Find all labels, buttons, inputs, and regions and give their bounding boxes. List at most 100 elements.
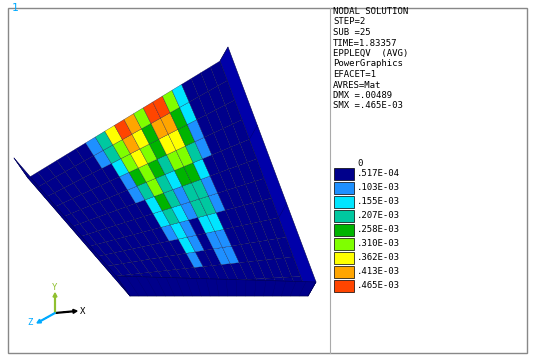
- Polygon shape: [130, 149, 148, 168]
- FancyArrow shape: [53, 293, 57, 313]
- Polygon shape: [151, 118, 168, 139]
- Polygon shape: [248, 261, 265, 279]
- Polygon shape: [106, 239, 124, 253]
- Polygon shape: [212, 265, 229, 281]
- Bar: [334, 196, 354, 208]
- Bar: [334, 238, 354, 250]
- Polygon shape: [128, 186, 145, 203]
- Polygon shape: [124, 114, 141, 134]
- Polygon shape: [91, 186, 109, 202]
- Polygon shape: [84, 156, 102, 173]
- Polygon shape: [143, 102, 161, 123]
- Polygon shape: [114, 251, 132, 264]
- Text: .155E-03: .155E-03: [357, 197, 400, 206]
- Polygon shape: [265, 278, 281, 296]
- Text: EFACET=1: EFACET=1: [333, 70, 376, 79]
- Polygon shape: [122, 134, 140, 154]
- Polygon shape: [244, 203, 260, 223]
- Text: .310E-03: .310E-03: [357, 239, 400, 248]
- Polygon shape: [191, 73, 208, 97]
- Polygon shape: [157, 155, 175, 174]
- Text: .103E-03: .103E-03: [357, 183, 400, 192]
- Polygon shape: [82, 190, 99, 206]
- Polygon shape: [204, 133, 221, 155]
- Polygon shape: [54, 203, 71, 217]
- Polygon shape: [187, 119, 204, 142]
- Polygon shape: [227, 187, 244, 208]
- Polygon shape: [149, 139, 166, 159]
- Polygon shape: [193, 159, 210, 179]
- Text: TIME=1.83357: TIME=1.83357: [333, 39, 397, 48]
- Polygon shape: [150, 258, 167, 271]
- Polygon shape: [262, 198, 279, 219]
- Polygon shape: [113, 264, 131, 275]
- Bar: [334, 210, 354, 222]
- Polygon shape: [177, 253, 194, 269]
- Polygon shape: [245, 182, 262, 203]
- Bar: [334, 252, 354, 264]
- Polygon shape: [178, 237, 195, 253]
- Text: PowerGraphics: PowerGraphics: [333, 60, 403, 69]
- Polygon shape: [136, 200, 153, 217]
- Polygon shape: [175, 167, 192, 186]
- Polygon shape: [161, 225, 178, 241]
- Polygon shape: [165, 170, 182, 190]
- Polygon shape: [159, 256, 176, 270]
- Polygon shape: [94, 150, 111, 169]
- Polygon shape: [89, 217, 107, 231]
- Polygon shape: [45, 193, 63, 208]
- Polygon shape: [208, 86, 225, 110]
- Polygon shape: [204, 249, 221, 266]
- Polygon shape: [88, 244, 105, 257]
- Polygon shape: [121, 286, 139, 296]
- Polygon shape: [176, 146, 193, 167]
- Polygon shape: [143, 230, 160, 245]
- Polygon shape: [125, 219, 143, 235]
- Polygon shape: [221, 147, 238, 169]
- Polygon shape: [179, 220, 197, 237]
- Polygon shape: [275, 258, 292, 277]
- Polygon shape: [253, 200, 270, 222]
- Polygon shape: [230, 143, 248, 166]
- Polygon shape: [198, 215, 215, 233]
- Polygon shape: [248, 159, 264, 182]
- Polygon shape: [184, 282, 201, 296]
- Polygon shape: [105, 265, 122, 276]
- Polygon shape: [137, 182, 154, 200]
- Polygon shape: [162, 90, 179, 113]
- Polygon shape: [168, 255, 185, 270]
- Polygon shape: [110, 177, 128, 194]
- Polygon shape: [56, 172, 74, 188]
- Polygon shape: [154, 193, 171, 211]
- Text: STEP=2: STEP=2: [333, 17, 365, 26]
- Polygon shape: [213, 248, 230, 265]
- Bar: [334, 182, 354, 194]
- Polygon shape: [99, 198, 117, 213]
- Polygon shape: [199, 196, 216, 215]
- Polygon shape: [168, 129, 185, 151]
- Polygon shape: [129, 168, 146, 186]
- Polygon shape: [134, 108, 151, 129]
- Polygon shape: [103, 145, 121, 164]
- FancyArrow shape: [55, 309, 77, 313]
- Polygon shape: [92, 169, 110, 186]
- Polygon shape: [192, 179, 208, 199]
- Polygon shape: [179, 102, 197, 125]
- Polygon shape: [139, 164, 156, 182]
- Text: DMX =.00489: DMX =.00489: [333, 91, 392, 100]
- Polygon shape: [224, 227, 241, 246]
- Text: .465E-03: .465E-03: [357, 282, 400, 291]
- Polygon shape: [188, 218, 206, 235]
- Polygon shape: [212, 151, 229, 173]
- Polygon shape: [214, 129, 230, 151]
- Polygon shape: [167, 270, 184, 283]
- Polygon shape: [131, 273, 148, 285]
- Bar: [334, 224, 354, 236]
- Polygon shape: [140, 285, 157, 296]
- Polygon shape: [225, 100, 242, 124]
- Polygon shape: [148, 159, 165, 178]
- Polygon shape: [98, 213, 116, 228]
- Polygon shape: [259, 240, 275, 260]
- Polygon shape: [193, 282, 210, 296]
- Polygon shape: [109, 194, 126, 210]
